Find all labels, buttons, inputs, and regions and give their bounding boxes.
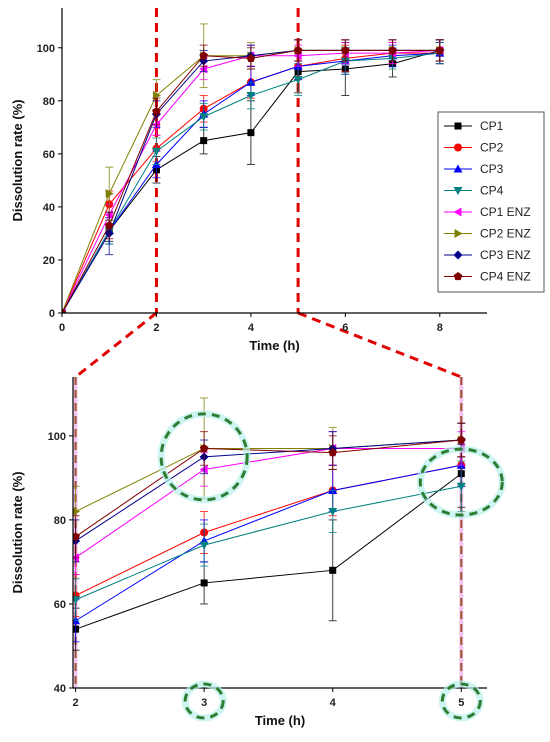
top-data-point [199,51,208,60]
top-x-tick-label: 8 [437,322,443,334]
top-data-point [247,129,255,137]
bottom-x-axis-label: Time (h) [255,713,305,728]
bottom-line-cp4 [75,485,462,601]
legend-box [437,111,545,293]
legend-label: CP2 [480,141,504,155]
bottom-plot-area [73,397,466,651]
legend-label: CP3 ENZ [480,248,531,262]
bottom-chart: 2 3 4 5 40 60 80 100 Time (h) Dissolution rate (%… [10,377,506,728]
bottom-line-cp3-enz [75,439,462,542]
zoom-left-connector [74,311,158,379]
bottom-data-point [457,435,466,444]
top-y-tick-label: 100 [37,43,55,55]
top-data-point [104,220,114,230]
bottom-y-axis-label: Dissolution rate (%) [10,471,25,593]
top-x-tick-label: 4 [248,322,255,334]
legend-label: CP1 ENZ [480,205,531,219]
legend-marker [453,187,463,195]
legend-marker [454,143,462,152]
bottom-x-tick-label: 3 [201,697,207,709]
highlight-tick-5 [440,682,482,720]
bottom-y-tick-label: 40 [54,683,66,695]
legend-marker [453,272,463,281]
bottom-data-point [328,507,338,516]
bottom-line-cp1 [75,473,462,630]
top-x-axis-label: Time (h) [249,338,299,353]
top-x-tick-label: 6 [342,322,348,334]
bottom-data-point [199,541,209,550]
bottom-line-cp3 [75,464,462,622]
bottom-data-point [328,448,337,457]
bottom-data-point [200,579,208,587]
top-x-tick-label: 0 [59,322,65,334]
top-y-tick-label: 60 [43,149,55,161]
legend-label: CP4 ENZ [480,270,531,284]
bottom-series-cp4 [73,460,466,622]
top-x-tick-label: 2 [153,322,159,334]
top-y-tick-label: 20 [43,255,55,267]
bottom-x-tick-label: 5 [458,697,464,709]
bottom-data-point [456,482,466,491]
top-data-point [200,137,208,145]
top-y-tick-label: 40 [43,202,55,214]
top-y-axis-label: Dissolution rate (%) [10,99,25,221]
bottom-data-point [73,507,81,516]
legend-marker [454,229,463,238]
bottom-y-tick-label: 80 [54,515,66,527]
legend-label: CP1 [480,119,504,133]
bottom-y-tick-label: 100 [48,431,66,443]
top-data-point [152,106,161,116]
top-y-tick-label: 80 [43,96,55,108]
bottom-series-cp3 [73,443,466,643]
top-plot-area [62,23,445,313]
bottom-y-tick-label: 60 [54,599,66,611]
bottom-series-cp2 [73,443,466,618]
bottom-series-cp3-enz [73,422,466,563]
top-y-tick-label: 0 [49,308,55,320]
top-series-cp4-enz [62,39,445,313]
legend-marker [453,164,463,173]
top-data-point [388,45,397,55]
top-data-point [62,308,67,313]
highlight-tick-3 [183,682,225,720]
bottom-x-tick-label: 2 [73,697,79,709]
bottom-line-cp2 [75,464,462,596]
legend-marker [453,207,462,217]
top-data-point [293,45,303,55]
legend-label: CP3 [480,162,504,176]
top-data-point [293,76,303,85]
bottom-data-point [329,566,337,574]
top-data-point [435,45,445,55]
bottom-series-cp1 [73,439,466,651]
top-data-point [199,113,209,122]
bottom-data-point [73,596,81,605]
top-data-point [246,53,256,63]
top-data-point [341,45,350,55]
legend-label: CP4 [480,184,504,198]
bottom-x-tick-label: 4 [330,697,337,709]
legend: CP1 CP2 CP3 CP4 CP1 ENZ CP2 ENZ CP3 ENZ CP4 ENZ [437,111,545,293]
bottom-line-cp1-enz [75,447,462,559]
top-data-point [105,189,114,199]
bottom-series-cp4-enz [73,422,466,559]
bottom-data-point [73,532,80,541]
legend-marker [454,122,462,130]
legend-label: CP2 ENZ [480,227,531,241]
highlight-circle-5h [418,447,504,517]
top-data-point [246,92,256,101]
bottom-data-point [199,443,209,453]
top-data-point [151,147,161,156]
bottom-line-cp4-enz [75,439,462,538]
highlight-circle-3h [159,412,249,502]
legend-marker [453,250,463,260]
